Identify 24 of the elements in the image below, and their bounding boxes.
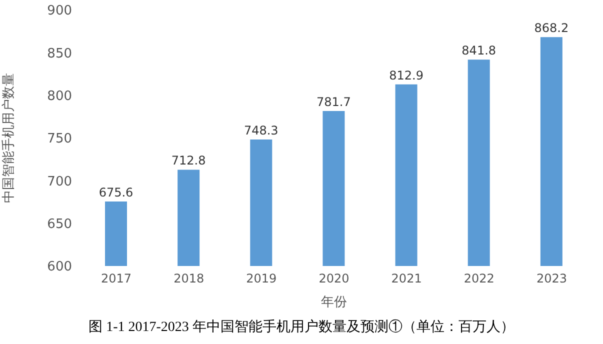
data-label: 712.8 bbox=[171, 154, 206, 168]
y-tick-label: 850 bbox=[47, 46, 72, 62]
data-label: 748.3 bbox=[244, 123, 278, 138]
x-tick-label: 2018 bbox=[174, 272, 204, 286]
x-tick-label: 2023 bbox=[536, 272, 567, 286]
x-tick-label: 2022 bbox=[464, 272, 494, 286]
x-tick-label: 2017 bbox=[101, 272, 132, 286]
data-label: 868.2 bbox=[534, 21, 569, 36]
data-label: 675.6 bbox=[98, 185, 134, 200]
y-tick-label: 700 bbox=[47, 174, 72, 190]
y-tick-label: 650 bbox=[47, 216, 72, 232]
y-tick-label: 750 bbox=[47, 132, 72, 147]
y-tick-label: 800 bbox=[47, 88, 72, 104]
text: 图 1-1 2017-2023 年中国智能手机用户数量及预测①（单位：百万人） bbox=[88, 318, 516, 336]
x-axis-title: 年份 bbox=[321, 295, 347, 310]
y-tick-label: 900 bbox=[47, 4, 72, 19]
data-label: 781.7 bbox=[316, 94, 351, 109]
y-tick-label: 600 bbox=[47, 260, 72, 275]
x-tick-label: 2019 bbox=[246, 272, 277, 286]
data-label: 841.8 bbox=[462, 44, 496, 58]
data-label: 812.9 bbox=[389, 68, 424, 82]
x-tick-label: 2021 bbox=[391, 272, 422, 286]
x-tick-label: 2020 bbox=[318, 272, 350, 286]
y-axis-title: 中国智能手机用户数量 bbox=[2, 73, 17, 203]
